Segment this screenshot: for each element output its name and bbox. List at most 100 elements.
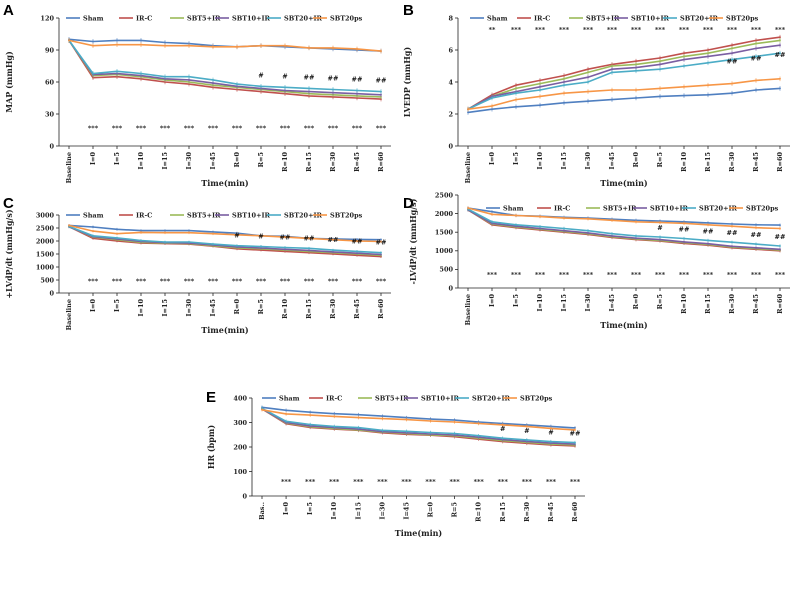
data-point — [188, 229, 190, 232]
legend-label: SBT10+IR — [232, 14, 271, 22]
data-point — [731, 58, 733, 61]
data-point — [188, 78, 190, 81]
x-tick-label: I=0 — [488, 294, 496, 307]
data-point — [611, 68, 613, 71]
data-point — [779, 36, 781, 39]
series-sbt20-ir — [68, 225, 382, 255]
data-point — [707, 223, 709, 226]
sig-marker-star: *** — [703, 271, 714, 279]
legend-label: SBT20+IR — [472, 394, 511, 402]
data-point — [236, 45, 238, 48]
data-point — [550, 425, 552, 428]
x-tick-label: R=60 — [776, 152, 784, 172]
legend-label: SBT20ps — [520, 394, 553, 402]
data-point — [332, 238, 334, 241]
x-tick-label: R=0 — [233, 299, 241, 315]
y-tick-label: 60 — [45, 78, 55, 86]
series-line — [467, 52, 781, 110]
x-tick-label: I=5 — [306, 502, 314, 515]
data-point — [587, 229, 589, 232]
x-tick-label: I=30 — [185, 152, 193, 170]
data-point — [707, 242, 709, 245]
sig-marker-star: *** — [88, 278, 99, 286]
sig-marker-star: *** — [184, 125, 195, 133]
data-point — [212, 78, 214, 81]
x-tick-label: R=15 — [499, 502, 507, 522]
data-point — [164, 231, 166, 234]
data-point — [779, 39, 781, 42]
sig-marker-hash: ## — [304, 234, 315, 242]
x-tick-label: R=10 — [680, 152, 688, 172]
sig-marker-hash: *** — [727, 26, 738, 34]
x-tick-label: I=5 — [512, 152, 520, 165]
legend-label: SBT10+IR — [232, 211, 271, 219]
x-tick-label: R=10 — [680, 294, 688, 314]
sig-marker-star: *** — [305, 478, 316, 486]
data-point — [611, 71, 613, 74]
legend-label: SBT10+IR — [631, 14, 670, 22]
sig-marker-hash: ## — [304, 73, 315, 81]
data-point — [380, 240, 382, 243]
data-point — [116, 228, 118, 231]
sig-marker-hash: *** — [751, 26, 762, 34]
sig-marker-star: *** — [450, 478, 461, 486]
sig-marker-hash: *** — [631, 26, 642, 34]
y-tick-label: 2 — [448, 110, 453, 118]
data-point — [164, 229, 166, 232]
data-point — [491, 213, 493, 216]
x-tick-label: R=0 — [233, 152, 241, 168]
sig-marker-hash: ## — [727, 229, 738, 237]
data-point — [380, 93, 382, 96]
x-tick-label: I=15 — [161, 152, 169, 170]
x-tick-label: I=15 — [560, 294, 568, 312]
sig-marker-star: *** — [184, 278, 195, 286]
data-point — [683, 94, 685, 97]
data-point — [308, 46, 310, 49]
sig-marker-star: ## — [751, 54, 762, 62]
legend: Sham IR-C SBT5+IR SBT10+IR SBT20+IR SBT20ps — [486, 204, 779, 212]
data-point — [429, 420, 432, 422]
data-point — [285, 420, 287, 423]
data-point — [707, 61, 709, 64]
data-point — [683, 52, 685, 55]
x-tick-label: I=10 — [536, 294, 544, 312]
data-point — [779, 245, 781, 247]
series-line — [467, 209, 781, 251]
x-tick-label: I=10 — [137, 299, 145, 317]
data-point — [381, 429, 384, 432]
data-point — [140, 239, 142, 242]
legend-label: SBT20+IR — [284, 14, 323, 22]
sig-marker-star: *** — [304, 125, 315, 133]
sig-marker-hash: *** — [559, 26, 570, 34]
data-point — [356, 48, 358, 50]
sig-marker-star: *** — [160, 125, 171, 133]
x-tick-label: R=10 — [475, 502, 483, 522]
data-point — [116, 232, 118, 235]
data-point — [539, 82, 541, 85]
data-point — [453, 419, 456, 421]
data-point — [140, 39, 142, 42]
y-tick-label: 90 — [45, 46, 55, 54]
data-point — [92, 234, 94, 237]
data-point — [731, 92, 733, 95]
panel-label: C — [3, 195, 14, 212]
y-axis-title: LVEDP (mmHg) — [402, 47, 412, 118]
legend-label: IR-C — [136, 211, 152, 219]
sig-marker-star: *** — [256, 125, 267, 133]
x-tick-label: Baseline — [464, 152, 472, 183]
x-tick-label: R=60 — [776, 294, 784, 314]
sig-marker-star: *** — [352, 125, 363, 133]
legend-label: Sham — [83, 211, 104, 219]
series-line — [261, 406, 576, 429]
sig-marker-hash: ## — [376, 239, 387, 247]
data-point — [683, 65, 685, 67]
data-point — [539, 79, 541, 82]
series-sbt20ps — [68, 223, 382, 243]
x-tick-label: I=0 — [282, 502, 290, 515]
series-line — [68, 39, 382, 100]
data-point — [707, 49, 709, 51]
data-point — [332, 88, 334, 91]
data-point — [332, 46, 334, 49]
x-axis-title: Time(min) — [600, 178, 648, 188]
data-point — [731, 225, 733, 228]
